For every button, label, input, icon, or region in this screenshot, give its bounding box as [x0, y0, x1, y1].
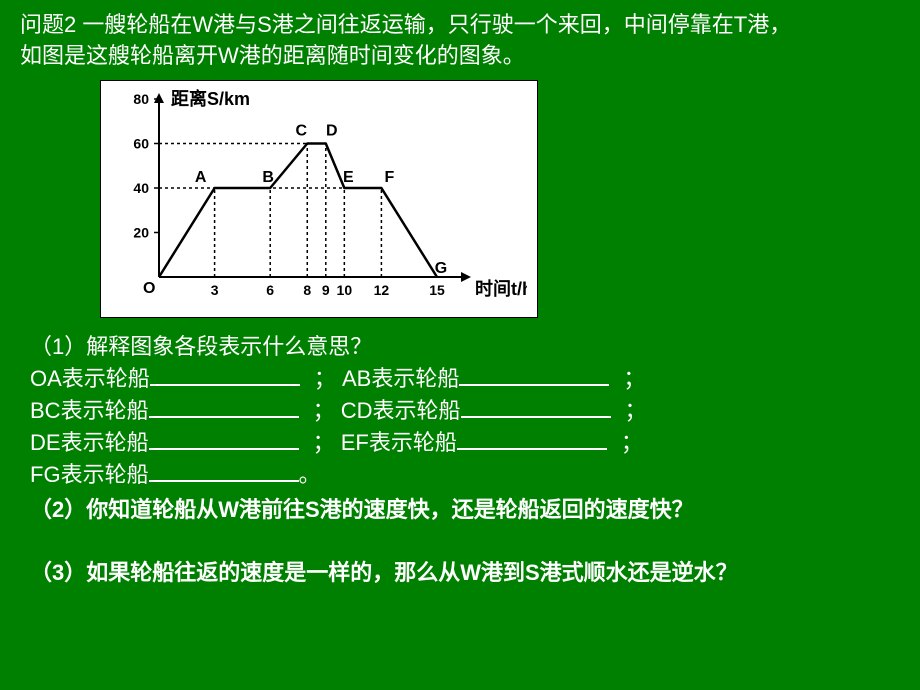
q3: （3）如果轮船往返的速度是一样的，那么从W港到S港式顺水还是逆水？ — [30, 558, 900, 589]
seg-row-4: FG表示轮船。 — [30, 459, 900, 491]
svg-text:3: 3 — [211, 282, 219, 298]
svg-text:9: 9 — [322, 282, 330, 298]
svg-text:6: 6 — [266, 282, 274, 298]
svg-text:C: C — [295, 122, 307, 139]
svg-text:15: 15 — [429, 282, 445, 298]
intro-line-2: 如图是这艘轮船离开W港的距离随时间变化的图象。 — [20, 41, 900, 72]
q1-title: （1）解释图象各段表示什么意思？ — [30, 332, 900, 363]
intro-line-1: 问题2 一艘轮船在W港与S港之间往返运输，只行驶一个来回，中间停靠在T港， — [20, 10, 900, 41]
blank-OA — [150, 363, 300, 386]
seg-FG: FG — [30, 462, 61, 487]
q2: （2）你知道轮船从W港前往S港的速度快，还是轮船返回的速度快？ — [30, 495, 900, 526]
blank-BC — [149, 395, 299, 418]
svg-text:O: O — [143, 280, 155, 297]
seg-row-3: DE表示轮船； EF表示轮船； — [30, 427, 900, 459]
svg-text:G: G — [435, 260, 447, 277]
svg-text:D: D — [326, 122, 338, 139]
svg-text:距离S/km: 距离S/km — [171, 88, 250, 109]
chart-svg: 20 40 60 80 3 6 89 10 12 15 A B C D E F G O 距离S/km 时间t/h — [107, 87, 527, 307]
distance-time-chart: 20 40 60 80 3 6 89 10 12 15 A B C D E F G O 距离S/km 时间t/h — [100, 80, 538, 319]
seg-BC: BC — [30, 398, 61, 423]
blank-FG — [149, 459, 299, 482]
seg-CD: CD — [341, 398, 373, 423]
svg-text:E: E — [343, 169, 354, 186]
blank-EF — [457, 427, 607, 450]
seg-AB: AB — [342, 366, 371, 391]
svg-text:A: A — [195, 169, 207, 186]
svg-text:40: 40 — [133, 180, 149, 196]
blank-AB — [459, 363, 609, 386]
seg-EF: EF — [341, 430, 369, 455]
svg-text:F: F — [385, 169, 395, 186]
svg-text:10: 10 — [337, 282, 353, 298]
blank-CD — [461, 395, 611, 418]
seg-row-2: BC表示轮船； CD表示轮船； — [30, 395, 900, 427]
svg-text:8: 8 — [303, 282, 311, 298]
svg-text:12: 12 — [374, 282, 390, 298]
svg-text:80: 80 — [133, 91, 149, 107]
seg-DE: DE — [30, 430, 61, 455]
svg-text:20: 20 — [133, 224, 149, 240]
seg-OA: OA — [30, 366, 62, 391]
svg-text:时间t/h: 时间t/h — [475, 279, 527, 299]
svg-text:B: B — [262, 169, 274, 186]
svg-text:60: 60 — [133, 135, 149, 151]
seg-row-1: OA表示轮船； AB表示轮船； — [30, 363, 900, 395]
blank-DE — [149, 427, 299, 450]
